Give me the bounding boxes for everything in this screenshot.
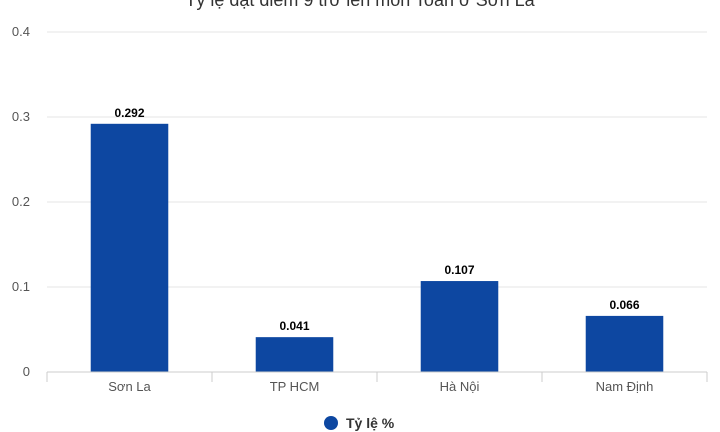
legend[interactable]: Tỷ lệ % xyxy=(324,415,395,431)
y-tick-label: 0 xyxy=(23,364,30,379)
x-axis: Sơn La TP HCM Hà Nội Nam Định xyxy=(46,371,708,394)
data-label: 0.292 xyxy=(114,106,144,120)
bar[interactable] xyxy=(420,281,499,372)
x-category-label: TP HCM xyxy=(270,379,320,394)
bar[interactable] xyxy=(585,315,664,372)
bars xyxy=(90,123,664,372)
data-label: 0.066 xyxy=(609,298,639,312)
y-axis-ticks: 0 0.1 0.2 0.3 0.4 xyxy=(12,24,30,379)
bar[interactable] xyxy=(255,337,334,372)
bar[interactable] xyxy=(90,123,169,372)
y-tick-label: 0.1 xyxy=(12,279,30,294)
y-tick-label: 0.3 xyxy=(12,109,30,124)
x-category-label: Nam Định xyxy=(596,379,654,394)
y-tick-label: 0.4 xyxy=(12,24,30,39)
data-label: 0.107 xyxy=(444,263,474,277)
legend-label[interactable]: Tỷ lệ % xyxy=(346,415,395,431)
x-category-label: Sơn La xyxy=(108,379,151,394)
data-label: 0.041 xyxy=(279,319,309,333)
y-tick-label: 0.2 xyxy=(12,194,30,209)
legend-marker-icon xyxy=(324,416,338,430)
x-category-label: Hà Nội xyxy=(440,379,480,394)
chart-title: Tỷ lệ đạt điểm 9 trở lên môn Toán ở Sơn … xyxy=(185,0,535,10)
data-labels: 0.292 0.041 0.107 0.066 xyxy=(114,106,639,333)
